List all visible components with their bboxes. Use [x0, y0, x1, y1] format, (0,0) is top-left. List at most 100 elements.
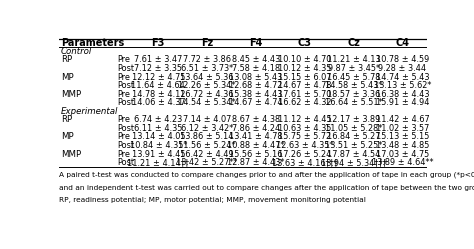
Text: 11.12 ± 4.45: 11.12 ± 4.45	[278, 115, 332, 124]
Text: Control: Control	[61, 47, 92, 56]
Text: C3: C3	[298, 38, 312, 48]
Text: 16.62 ± 4.32: 16.62 ± 4.32	[278, 98, 332, 107]
Text: 10.10 ± 4.70: 10.10 ± 4.70	[278, 56, 331, 64]
Text: 12.87 ± 4.43*: 12.87 ± 4.43*	[227, 158, 285, 167]
Text: 6.12 ± 3.42*: 6.12 ± 3.42*	[181, 124, 233, 133]
Text: 14.67 ± 4.74: 14.67 ± 4.74	[229, 98, 283, 107]
Text: Post: Post	[117, 141, 134, 150]
Text: 16.42 ± 4.49: 16.42 ± 4.49	[180, 150, 234, 159]
Text: 14.78 ± 4.12: 14.78 ± 4.12	[131, 90, 185, 99]
Text: 10.84 ± 4.35*: 10.84 ± 4.35*	[129, 141, 187, 150]
Text: MMP: MMP	[61, 150, 81, 159]
Text: Parameters: Parameters	[61, 38, 124, 48]
Text: Post: Post	[117, 98, 134, 107]
Text: Cz: Cz	[347, 38, 360, 48]
Text: 16.38 ± 4.43: 16.38 ± 4.43	[375, 90, 429, 99]
Text: 11.05 ± 5.28*: 11.05 ± 5.28*	[325, 124, 383, 133]
Text: Fz: Fz	[201, 38, 213, 48]
Text: Pre: Pre	[117, 150, 130, 159]
Text: 13.14 ± 4.05: 13.14 ± 4.05	[131, 132, 185, 141]
Text: 10.63 ± 4.35: 10.63 ± 4.35	[278, 124, 331, 133]
Text: Experimental: Experimental	[61, 107, 118, 116]
Text: 6.11 ± 4.35: 6.11 ± 4.35	[134, 124, 182, 133]
Text: 10.12 ± 4.35: 10.12 ± 4.35	[278, 64, 331, 73]
Text: 13.08 ± 5.43: 13.08 ± 5.43	[229, 72, 283, 81]
Text: 14.06 ± 4.37: 14.06 ± 4.37	[131, 98, 185, 107]
Text: MP: MP	[61, 132, 74, 141]
Text: Post: Post	[117, 64, 134, 73]
Text: 14.74 ± 5.43: 14.74 ± 5.43	[375, 72, 429, 81]
Text: RP: RP	[61, 56, 72, 64]
Text: 7.72 ± 3.86: 7.72 ± 3.86	[183, 56, 231, 64]
Text: 8.45 ± 4.43: 8.45 ± 4.43	[232, 56, 280, 64]
Text: 12.63 ± 4.35*: 12.63 ± 4.35*	[276, 141, 334, 150]
Text: RP: RP	[61, 115, 72, 124]
Text: and an independent t-test was carried out to compare changes after the applicati: and an independent t-test was carried ou…	[59, 184, 474, 191]
Text: F4: F4	[249, 38, 263, 48]
Text: 11.42 ± 4.67: 11.42 ± 4.67	[375, 115, 429, 124]
Text: 12.12 ± 4.75: 12.12 ± 4.75	[132, 72, 185, 81]
Text: 17.26 ± 5.24: 17.26 ± 5.24	[278, 150, 331, 159]
Text: 7.86 ± 4.24: 7.86 ± 4.24	[232, 124, 280, 133]
Text: Pre: Pre	[117, 56, 130, 64]
Text: 13.89 ± 4.64**: 13.89 ± 4.64**	[372, 158, 433, 167]
Text: Post: Post	[117, 158, 134, 167]
Text: 13.94 ± 5.34†††: 13.94 ± 5.34†††	[321, 158, 387, 167]
Text: 6.74 ± 4.23: 6.74 ± 4.23	[134, 115, 182, 124]
Text: 16.45 ± 5.78: 16.45 ± 5.78	[327, 72, 380, 81]
Text: 13.13 ± 5.62*: 13.13 ± 5.62*	[374, 81, 431, 90]
Text: F3: F3	[152, 38, 165, 48]
Text: 7.12 ± 3.35: 7.12 ± 3.35	[134, 64, 182, 73]
Text: 15.13 ± 5.15: 15.13 ± 5.15	[376, 132, 429, 141]
Text: 10.88 ± 4.47*: 10.88 ± 4.47*	[227, 141, 285, 150]
Text: 13.64 ± 5.36: 13.64 ± 5.36	[181, 72, 234, 81]
Text: 6.51 ± 3.73*: 6.51 ± 3.73*	[181, 64, 233, 73]
Text: 14.54 ± 5.34*: 14.54 ± 5.34*	[178, 98, 236, 107]
Text: 7.14 ± 4.07: 7.14 ± 4.07	[183, 115, 231, 124]
Text: 17.61 ± 5.70: 17.61 ± 5.70	[278, 90, 331, 99]
Text: Post: Post	[117, 81, 134, 90]
Text: 13.91 ± 4.45: 13.91 ± 4.45	[131, 150, 185, 159]
Text: 12.68 ± 4.72: 12.68 ± 4.72	[229, 81, 283, 90]
Text: 10.78 ± 4.59: 10.78 ± 4.59	[376, 56, 429, 64]
Text: Pre: Pre	[117, 115, 130, 124]
Text: 14.58 ± 5.43*: 14.58 ± 5.43*	[325, 81, 383, 90]
Text: 9.87 ± 3.45*: 9.87 ± 3.45*	[328, 64, 380, 73]
Text: 15.38 ± 4.43: 15.38 ± 4.43	[229, 90, 283, 99]
Text: 13.41 ± 4.78: 13.41 ± 4.78	[229, 132, 283, 141]
Text: 17.87 ± 4.54: 17.87 ± 4.54	[327, 150, 380, 159]
Text: 15.15 ± 6.07: 15.15 ± 6.07	[278, 72, 331, 81]
Text: 11.21 ± 4.14††: 11.21 ± 4.14††	[127, 158, 189, 167]
Text: RP, readiness potential; MP, motor potential; MMP, movement monitoring potential: RP, readiness potential; MP, motor poten…	[59, 197, 366, 203]
Text: Post: Post	[117, 124, 134, 133]
Text: 13.51 ± 5.25*: 13.51 ± 5.25*	[325, 141, 383, 150]
Text: 11.02 ± 3.57: 11.02 ± 3.57	[376, 124, 429, 133]
Text: 7.58 ± 4.18: 7.58 ± 4.18	[232, 64, 280, 73]
Text: 15.75 ± 5.72: 15.75 ± 5.72	[278, 132, 331, 141]
Text: 18.57 ± 3.36: 18.57 ± 3.36	[327, 90, 380, 99]
Text: 11.64 ± 4.64: 11.64 ± 4.64	[131, 81, 185, 90]
Text: 8.67 ± 4.38: 8.67 ± 4.38	[232, 115, 280, 124]
Text: 14.67 ± 4.78: 14.67 ± 4.78	[278, 81, 332, 90]
Text: 9.28 ± 3.44: 9.28 ± 3.44	[378, 64, 427, 73]
Text: C4: C4	[395, 38, 410, 48]
Text: MMP: MMP	[61, 90, 81, 99]
Text: Pre: Pre	[117, 132, 130, 141]
Text: 11.21 ± 4.13: 11.21 ± 4.13	[327, 56, 381, 64]
Text: 13.86 ± 5.14: 13.86 ± 5.14	[181, 132, 234, 141]
Text: Pre: Pre	[117, 72, 130, 81]
Text: 17.03 ± 4.75: 17.03 ± 4.75	[376, 150, 429, 159]
Text: MP: MP	[61, 72, 74, 81]
Text: 15.91 ± 4.94: 15.91 ± 4.94	[375, 98, 429, 107]
Text: 12.17 ± 3.89: 12.17 ± 3.89	[327, 115, 380, 124]
Text: A paired t-test was conducted to compare changes prior to and after the applicat: A paired t-test was conducted to compare…	[59, 172, 474, 178]
Text: 7.61 ± 3.47: 7.61 ± 3.47	[134, 56, 182, 64]
Text: 13.42 ± 5.27**: 13.42 ± 5.27**	[176, 158, 238, 167]
Text: Pre: Pre	[117, 90, 130, 99]
Text: 16.72 ± 4.36: 16.72 ± 4.36	[181, 90, 234, 99]
Text: 11.56 ± 5.24*: 11.56 ± 5.24*	[178, 141, 236, 150]
Text: 12.26 ± 5.34*: 12.26 ± 5.34*	[178, 81, 236, 90]
Text: 15.56 ± 5.16: 15.56 ± 5.16	[229, 150, 283, 159]
Text: 13.63 ± 4.16†††: 13.63 ± 4.16†††	[272, 158, 338, 167]
Text: 13.48 ± 4.85: 13.48 ± 4.85	[376, 141, 429, 150]
